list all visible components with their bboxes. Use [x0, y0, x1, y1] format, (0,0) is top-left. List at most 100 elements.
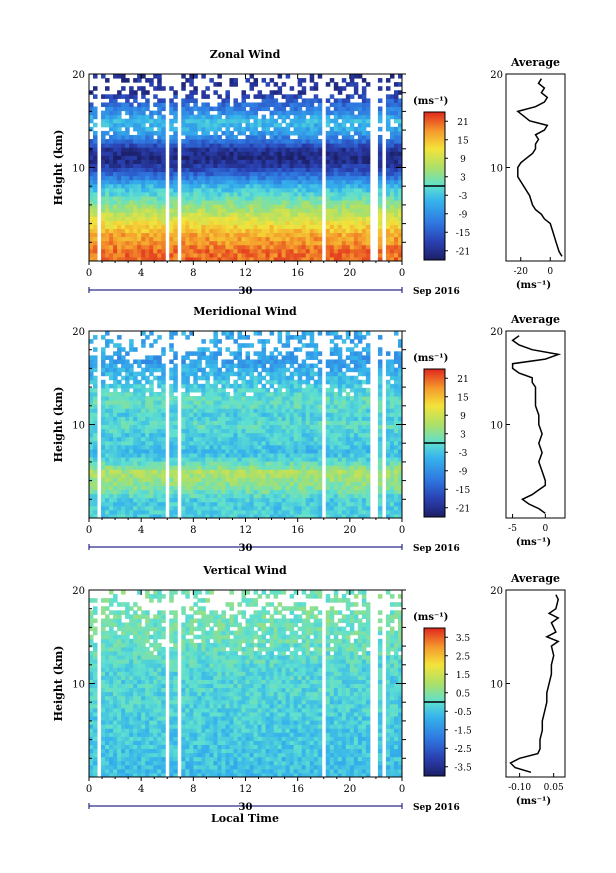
- heatmap-cell: [273, 163, 279, 168]
- heatmap-cell: [353, 179, 359, 185]
- heatmap-cell: [313, 404, 319, 409]
- heatmap-cell: [317, 155, 323, 160]
- heatmap-cell: [197, 428, 202, 434]
- heatmap-cell: [113, 204, 118, 209]
- heatmap-cell: [285, 191, 291, 197]
- heatmap-cell: [205, 171, 210, 177]
- heatmap-cell: [181, 163, 186, 168]
- heatmap-cell: [149, 465, 154, 470]
- heatmap-cell: [153, 167, 158, 173]
- heatmap-cell: [333, 130, 339, 136]
- heatmap-cell: [305, 501, 311, 507]
- heatmap-cell: [229, 244, 234, 250]
- heatmap-cell: [245, 493, 251, 499]
- heatmap-cell: [189, 118, 194, 124]
- heatmap-cell: [269, 151, 275, 156]
- heatmap-cell: [93, 139, 98, 144]
- heatmap-cell: [313, 457, 319, 462]
- heatmap-cell: [161, 143, 166, 148]
- heatmap-cell: [221, 228, 226, 234]
- heatmap-cell: [297, 497, 303, 503]
- heatmap-cell: [349, 110, 355, 116]
- heatmap-cell: [277, 155, 283, 160]
- heatmap-cell: [297, 139, 303, 144]
- heatmap-cell: [265, 473, 271, 478]
- heatmap-cell: [293, 151, 299, 156]
- heatmap-cell: [225, 481, 230, 486]
- heatmap-cell: [309, 155, 315, 160]
- heatmap-cell: [253, 171, 259, 177]
- heatmap-cell: [245, 452, 251, 458]
- heatmap-cell: [213, 183, 218, 189]
- heatmap-cell: [129, 195, 134, 201]
- heatmap-cell: [301, 240, 307, 246]
- heatmap-cell: [393, 204, 399, 209]
- heatmap-cell: [145, 78, 150, 83]
- heatmap-cell: [149, 408, 154, 413]
- heatmap-cell: [121, 256, 126, 262]
- heatmap-cell: [393, 240, 399, 246]
- heatmap-cell: [157, 78, 162, 83]
- heatmap-cell: [149, 236, 154, 242]
- heatmap-cell: [345, 489, 351, 495]
- heatmap-cell: [353, 224, 359, 229]
- heatmap-cell: [313, 224, 319, 229]
- heatmap-cell: [285, 220, 291, 225]
- heatmap-cell: [209, 216, 214, 221]
- heatmap-cell: [241, 200, 246, 205]
- heatmap-cell: [305, 130, 311, 136]
- heatmap-cell: [237, 485, 242, 491]
- heatmap-cell: [337, 143, 343, 148]
- heatmap-cell: [249, 171, 255, 177]
- heatmap-cell: [337, 428, 343, 434]
- heatmap-cell: [141, 224, 146, 229]
- heatmap-cell: [361, 424, 367, 430]
- heatmap-cell: [301, 440, 307, 446]
- heatmap-cell: [297, 236, 303, 242]
- heatmap-cell: [197, 118, 202, 124]
- heatmap-cell: [109, 400, 114, 405]
- heatmap-cell: [365, 151, 371, 156]
- heatmap-cell: [289, 457, 295, 462]
- heatmap-cell: [313, 118, 319, 124]
- heatmap-cell: [253, 151, 259, 156]
- heatmap-cell: [149, 436, 154, 442]
- heatmap-cell: [241, 228, 246, 234]
- heatmap-cell: [149, 167, 154, 173]
- heatmap-cell: [113, 477, 118, 482]
- heatmap-cell: [169, 420, 174, 425]
- heatmap-cell: [261, 200, 267, 205]
- heatmap-cell: [221, 428, 226, 434]
- heatmap-cell: [125, 244, 130, 250]
- heatmap-cell: [89, 461, 94, 466]
- heatmap-cell: [361, 408, 367, 413]
- heatmap-cell: [389, 94, 395, 99]
- colorbar-tick-label: -21: [456, 247, 471, 257]
- heatmap-cell: [301, 200, 307, 205]
- heatmap-cell: [197, 420, 202, 425]
- heatmap-cell: [377, 118, 383, 124]
- heatmap-cell: [329, 436, 335, 442]
- heatmap-cell: [133, 204, 138, 209]
- heatmap-cell: [129, 252, 134, 258]
- heatmap-cell: [277, 509, 283, 515]
- heatmap-cell: [237, 171, 242, 177]
- heatmap-cell: [233, 493, 238, 499]
- heatmap-cell: [93, 432, 98, 438]
- heatmap-cell: [365, 195, 371, 201]
- heatmap-cell: [89, 151, 94, 156]
- heatmap-cell: [121, 473, 126, 478]
- heatmap-cell: [281, 228, 287, 234]
- heatmap-cell: [337, 236, 343, 242]
- heatmap-cell: [257, 183, 263, 189]
- heatmap-cell: [181, 212, 186, 217]
- heatmap-cell: [141, 497, 146, 503]
- heatmap-cell: [313, 191, 319, 197]
- heatmap-cell: [105, 216, 110, 221]
- heatmap-cell: [261, 232, 267, 238]
- heatmap-cell: [141, 106, 146, 112]
- heatmap-cell: [365, 256, 371, 262]
- heatmap-cell: [185, 159, 190, 164]
- heatmap-cell: [229, 118, 234, 124]
- heatmap-cell: [201, 436, 206, 442]
